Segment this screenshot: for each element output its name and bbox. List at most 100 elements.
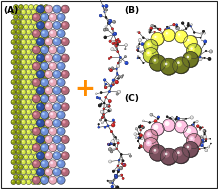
Circle shape	[204, 130, 205, 131]
Circle shape	[26, 9, 31, 15]
Circle shape	[200, 33, 202, 34]
Circle shape	[143, 48, 158, 62]
Circle shape	[41, 90, 46, 94]
Circle shape	[11, 50, 16, 55]
Circle shape	[34, 5, 36, 7]
Circle shape	[31, 149, 36, 155]
Circle shape	[40, 15, 42, 17]
Circle shape	[29, 65, 33, 69]
Circle shape	[29, 55, 31, 57]
Circle shape	[157, 118, 159, 120]
Circle shape	[51, 97, 52, 98]
Circle shape	[14, 174, 19, 180]
Circle shape	[108, 91, 111, 93]
Circle shape	[199, 58, 201, 59]
Circle shape	[12, 30, 14, 32]
Circle shape	[36, 110, 41, 114]
Circle shape	[149, 32, 151, 33]
Circle shape	[111, 123, 115, 127]
Circle shape	[110, 56, 112, 58]
Circle shape	[163, 29, 174, 41]
Circle shape	[24, 94, 29, 100]
Circle shape	[113, 144, 114, 145]
Circle shape	[116, 93, 117, 94]
Circle shape	[142, 50, 145, 52]
Circle shape	[199, 128, 201, 130]
Circle shape	[12, 61, 13, 62]
Circle shape	[20, 156, 21, 157]
Circle shape	[53, 119, 61, 127]
Circle shape	[29, 74, 34, 80]
Circle shape	[119, 56, 121, 58]
Circle shape	[113, 32, 117, 36]
Circle shape	[41, 127, 48, 135]
Circle shape	[138, 32, 139, 33]
Circle shape	[45, 56, 46, 57]
Circle shape	[24, 125, 28, 129]
Circle shape	[22, 30, 24, 32]
Circle shape	[20, 56, 21, 57]
Circle shape	[41, 80, 46, 84]
Circle shape	[108, 22, 111, 25]
Circle shape	[44, 54, 49, 60]
Circle shape	[45, 38, 52, 45]
Circle shape	[32, 11, 33, 12]
Circle shape	[173, 57, 190, 74]
Circle shape	[108, 110, 109, 111]
Circle shape	[29, 145, 33, 149]
Circle shape	[205, 50, 207, 52]
Circle shape	[12, 160, 14, 162]
Circle shape	[45, 105, 47, 107]
Circle shape	[25, 176, 26, 177]
Circle shape	[143, 53, 144, 54]
Circle shape	[22, 110, 24, 112]
Circle shape	[50, 112, 53, 115]
Circle shape	[138, 136, 141, 139]
Circle shape	[41, 13, 49, 22]
Circle shape	[26, 120, 31, 124]
Circle shape	[44, 165, 49, 170]
Circle shape	[35, 76, 36, 77]
Circle shape	[36, 90, 41, 94]
Circle shape	[105, 26, 107, 28]
Circle shape	[109, 19, 112, 23]
Circle shape	[196, 145, 198, 147]
Circle shape	[27, 100, 29, 102]
Circle shape	[160, 148, 176, 164]
Circle shape	[128, 153, 131, 155]
Circle shape	[45, 25, 47, 27]
Circle shape	[63, 23, 65, 25]
Circle shape	[36, 40, 41, 45]
Circle shape	[191, 47, 193, 50]
Circle shape	[42, 170, 44, 172]
Circle shape	[34, 25, 38, 29]
Circle shape	[109, 160, 110, 162]
Circle shape	[14, 5, 16, 7]
Circle shape	[43, 81, 44, 82]
Circle shape	[108, 57, 110, 60]
Circle shape	[163, 61, 170, 67]
Circle shape	[111, 123, 115, 127]
Circle shape	[175, 150, 182, 156]
Circle shape	[115, 42, 116, 43]
Circle shape	[21, 150, 26, 154]
Circle shape	[19, 5, 24, 10]
Circle shape	[41, 62, 49, 70]
Circle shape	[40, 75, 42, 77]
Circle shape	[34, 15, 38, 19]
Circle shape	[104, 11, 106, 13]
Circle shape	[19, 125, 24, 130]
Circle shape	[47, 121, 48, 122]
Circle shape	[199, 129, 200, 130]
Circle shape	[107, 180, 108, 181]
Circle shape	[111, 67, 114, 70]
Circle shape	[125, 44, 126, 45]
Circle shape	[104, 11, 105, 12]
Circle shape	[136, 46, 139, 48]
Circle shape	[104, 29, 105, 30]
Circle shape	[24, 115, 28, 119]
Circle shape	[187, 44, 201, 57]
Circle shape	[53, 87, 61, 94]
Circle shape	[61, 103, 69, 111]
Circle shape	[39, 25, 44, 29]
